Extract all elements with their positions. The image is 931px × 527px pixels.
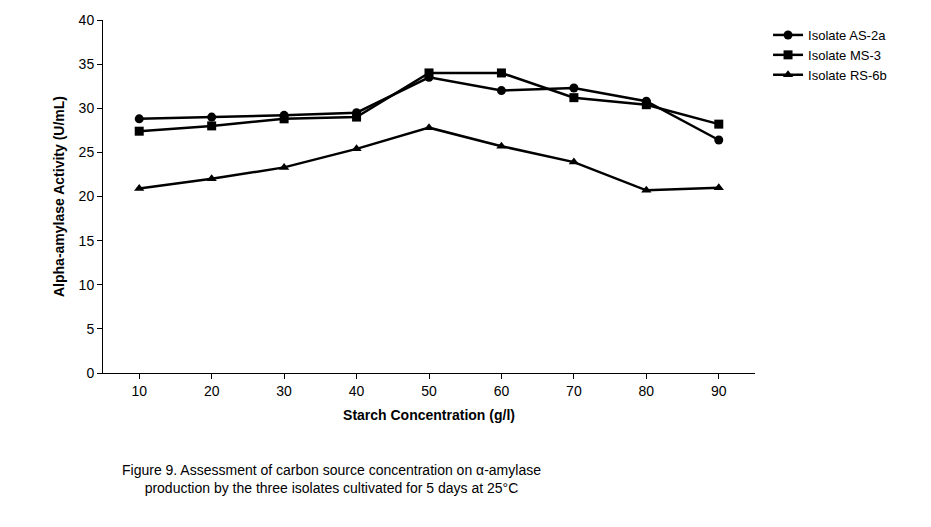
svg-text:70: 70 bbox=[566, 383, 582, 399]
svg-text:Isolate RS-6b: Isolate RS-6b bbox=[808, 68, 887, 83]
svg-text:Figure 9. Assessment of carbon: Figure 9. Assessment of carbon source co… bbox=[122, 462, 541, 496]
svg-text:60: 60 bbox=[494, 383, 510, 399]
svg-text:5: 5 bbox=[86, 321, 94, 337]
svg-text:Isolate AS-2a: Isolate AS-2a bbox=[808, 28, 886, 43]
svg-text:35: 35 bbox=[79, 56, 95, 72]
svg-text:10: 10 bbox=[79, 277, 95, 293]
svg-text:20: 20 bbox=[79, 188, 95, 204]
svg-text:10: 10 bbox=[131, 383, 147, 399]
svg-text:Starch Concentration (g/l): Starch Concentration (g/l) bbox=[343, 407, 515, 423]
svg-text:25: 25 bbox=[79, 144, 95, 160]
svg-text:80: 80 bbox=[639, 383, 655, 399]
svg-text:15: 15 bbox=[79, 233, 95, 249]
svg-text:20: 20 bbox=[204, 383, 220, 399]
svg-text:0: 0 bbox=[86, 365, 94, 381]
svg-text:50: 50 bbox=[421, 383, 437, 399]
svg-text:40: 40 bbox=[349, 383, 365, 399]
svg-text:Alpha-amylase Activity (U/mL): Alpha-amylase Activity (U/mL) bbox=[51, 96, 67, 297]
svg-text:40: 40 bbox=[79, 12, 95, 28]
svg-text:90: 90 bbox=[711, 383, 727, 399]
svg-text:Isolate MS-3: Isolate MS-3 bbox=[808, 48, 881, 63]
svg-text:30: 30 bbox=[276, 383, 292, 399]
svg-text:30: 30 bbox=[79, 100, 95, 116]
